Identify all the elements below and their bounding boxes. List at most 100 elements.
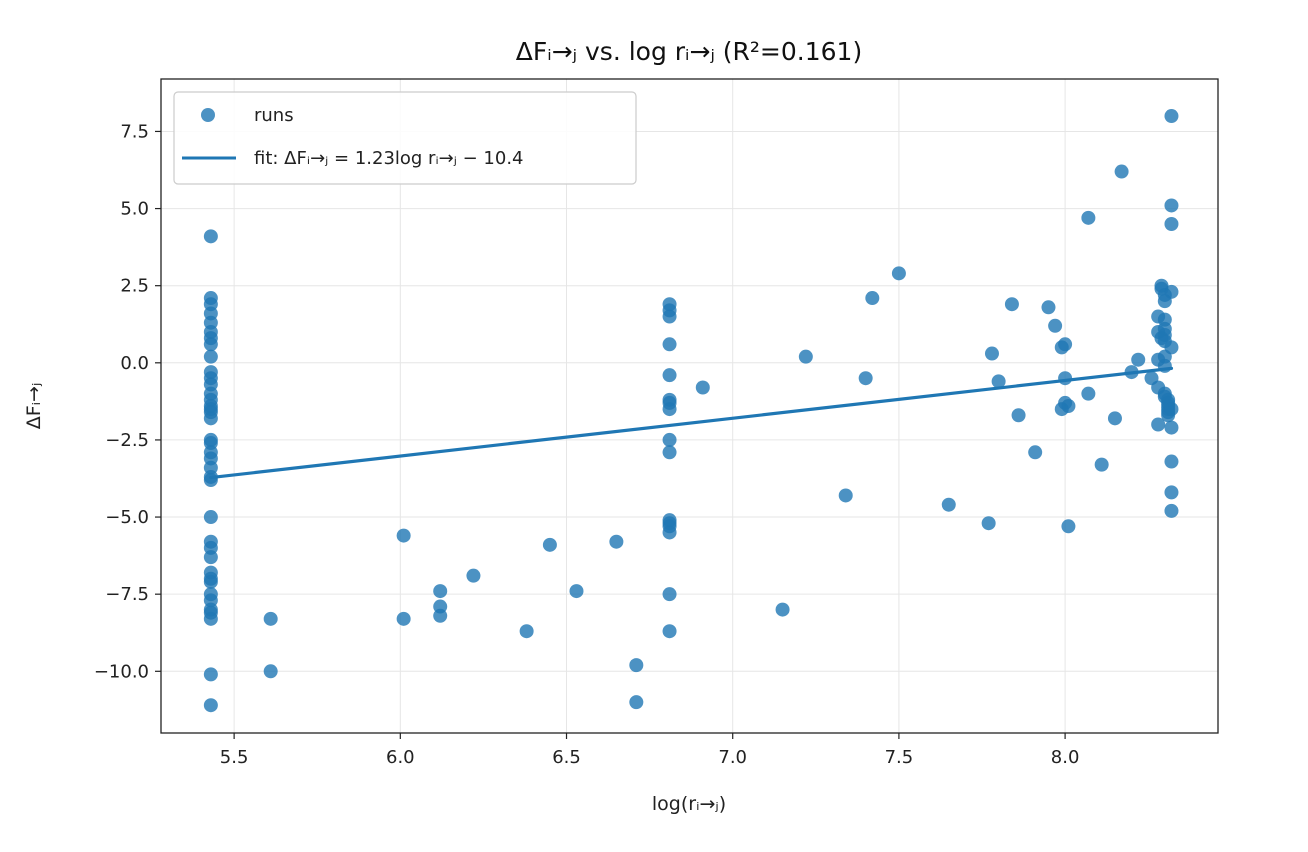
data-point: [662, 445, 677, 460]
data-point: [519, 624, 534, 639]
data-point: [695, 380, 710, 395]
x-axis-label: log(rᵢ→ⱼ): [652, 793, 726, 815]
x-tick-label: 7.0: [718, 747, 747, 768]
fit-line: [209, 366, 1174, 480]
data-point: [629, 658, 644, 673]
data-point: [1164, 420, 1179, 435]
x-tick-label: 5.5: [220, 747, 249, 768]
data-point: [609, 534, 624, 549]
data-point: [1028, 445, 1043, 460]
data-point: [629, 695, 644, 710]
data-point: [1164, 503, 1179, 518]
data-point: [1164, 454, 1179, 469]
data-point: [1164, 109, 1179, 124]
data-point: [542, 537, 557, 552]
data-point: [396, 528, 411, 543]
legend-marker-runs: [201, 108, 215, 122]
y-tick-label: −10.0: [94, 661, 149, 682]
data-point: [1061, 519, 1076, 534]
data-point: [662, 432, 677, 447]
data-point: [662, 337, 677, 352]
data-point: [1151, 417, 1166, 432]
data-point: [203, 574, 218, 589]
data-point: [203, 667, 218, 682]
data-point: [662, 525, 677, 540]
data-point: [1164, 284, 1179, 299]
data-point: [662, 624, 677, 639]
grid: [161, 79, 1218, 733]
chart-title: ΔFᵢ→ⱼ vs. log rᵢ→ⱼ (R²=0.161): [516, 37, 862, 66]
y-tick-label: 0.0: [120, 353, 149, 374]
data-point: [1131, 352, 1146, 367]
data-point: [1164, 485, 1179, 500]
data-point: [433, 584, 448, 599]
data-point: [838, 488, 853, 503]
data-point: [203, 349, 218, 364]
data-point: [203, 229, 218, 244]
data-point: [203, 411, 218, 426]
y-tick-label: 5.0: [120, 199, 149, 220]
data-point: [1041, 300, 1056, 315]
x-tick-label: 7.5: [885, 747, 914, 768]
y-axis-label: ΔFᵢ→ⱼ: [23, 383, 45, 430]
legend-box: [173, 91, 637, 185]
data-point: [1004, 297, 1019, 312]
data-point: [981, 516, 996, 531]
y-axis-ticks: −10.0 −7.5 −5.0 −2.5 0.0 2.5 5.0 7.5: [94, 121, 161, 682]
plot-frame: [160, 78, 1219, 734]
data-point: [203, 337, 218, 352]
data-point: [858, 371, 873, 386]
data-point: [433, 608, 448, 623]
fit-line-layer: [209, 366, 1174, 480]
data-point: [1107, 411, 1122, 426]
data-point: [263, 664, 278, 679]
data-point: [662, 309, 677, 324]
y-tick-label: 7.5: [120, 121, 149, 142]
data-point: [1081, 210, 1096, 225]
data-point: [1081, 386, 1096, 401]
legend-label-runs: runs: [254, 105, 294, 126]
data-point: [1058, 337, 1073, 352]
data-point: [1164, 340, 1179, 355]
data-point: [798, 349, 813, 364]
data-point: [662, 368, 677, 383]
data-point: [941, 497, 956, 512]
x-tick-label: 6.5: [552, 747, 581, 768]
y-tick-label: 2.5: [120, 276, 149, 297]
data-point: [263, 611, 278, 626]
data-point: [1058, 371, 1073, 386]
x-axis-ticks: 5.5 6.0 6.5 7.0 7.5 8.0: [220, 733, 1080, 768]
data-point: [466, 568, 481, 583]
data-point: [1061, 399, 1076, 413]
y-tick-label: −7.5: [105, 584, 149, 605]
data-point: [1094, 457, 1109, 472]
data-point: [662, 395, 677, 410]
data-point: [396, 611, 411, 626]
data-points: [203, 109, 1179, 713]
x-tick-label: 6.0: [386, 747, 415, 768]
data-point: [203, 399, 218, 413]
legend-label-fit: fit: ΔFᵢ→ⱼ = 1.23log rᵢ→ⱼ − 10.4: [254, 148, 524, 169]
data-point: [662, 587, 677, 602]
data-point: [203, 698, 218, 713]
data-point: [203, 550, 218, 565]
data-point: [775, 602, 790, 617]
legend: runs fit: ΔFᵢ→ⱼ = 1.23log rᵢ→ⱼ − 10.4: [173, 91, 637, 185]
data-point: [1164, 216, 1179, 231]
data-point: [1164, 198, 1179, 213]
data-point: [865, 291, 880, 306]
data-point: [203, 473, 218, 488]
data-point: [991, 374, 1006, 389]
data-point: [569, 584, 584, 599]
data-point: [984, 346, 999, 361]
data-point: [1114, 164, 1129, 179]
data-point: [1164, 402, 1179, 417]
data-point: [1048, 318, 1063, 333]
y-tick-label: −2.5: [105, 430, 149, 451]
x-tick-label: 8.0: [1051, 747, 1080, 768]
data-point: [1011, 408, 1026, 423]
data-point: [203, 611, 218, 626]
y-tick-label: −5.0: [105, 507, 149, 528]
data-point: [203, 510, 218, 525]
